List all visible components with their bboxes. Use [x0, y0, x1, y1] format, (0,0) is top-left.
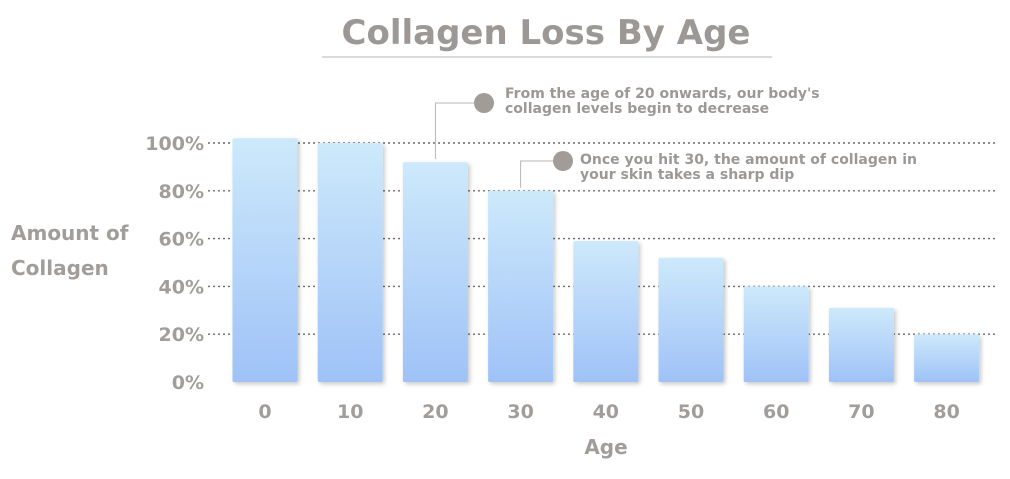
y-tick-label: 0% [172, 372, 204, 394]
annotations: From the age of 20 onwards, our body'sco… [434, 86, 917, 188]
annotation-leader-line [434, 102, 484, 160]
y-axis-label-line: Amount of [11, 221, 129, 245]
x-tick-label: 10 [337, 401, 363, 423]
x-tick-label: 80 [933, 401, 959, 423]
bar [488, 190, 554, 382]
bar [828, 307, 894, 382]
y-tick-label: 40% [159, 276, 204, 298]
y-tick-label: 20% [159, 324, 204, 346]
annotation-text-line: collagen levels begin to decrease [505, 101, 769, 117]
annotation-text-line: your skin takes a sharp dip [580, 167, 794, 183]
bar [317, 143, 383, 382]
x-tick-label: 30 [507, 401, 533, 423]
bar [232, 138, 298, 382]
annotation-marker [553, 151, 573, 171]
bar [914, 334, 980, 382]
x-tick-label: 0 [258, 401, 271, 423]
chart-title: Collagen Loss By Age [342, 13, 751, 53]
y-tick-label: 80% [159, 181, 204, 203]
x-tick-label: 20 [422, 401, 448, 423]
y-tick-label: 100% [145, 133, 204, 155]
x-tick-label: 40 [593, 401, 619, 423]
x-tick-label: 60 [763, 401, 789, 423]
bar [573, 240, 639, 382]
annotation-text-line: Once you hit 30, the amount of collagen … [580, 152, 917, 168]
annotation-text-line: From the age of 20 onwards, our body's [505, 86, 820, 102]
x-tick-labels: 0 10 20 30 40 50 60 70 80 [258, 401, 959, 423]
annotation-leader-line [520, 160, 563, 188]
bars [232, 138, 980, 382]
x-axis-label: Age [584, 435, 627, 459]
bar [402, 162, 468, 382]
y-axis-label: Amount of Collagen [11, 221, 129, 280]
x-tick-label: 50 [678, 401, 704, 423]
y-tick-label: 60% [159, 229, 204, 251]
x-tick-label: 70 [848, 401, 874, 423]
y-axis-label-line: Collagen [11, 256, 109, 280]
y-tick-labels: 0% 20% 40% 60% 80% 100% [145, 133, 204, 394]
annotation-marker [474, 93, 494, 113]
bar [743, 286, 809, 382]
bar [658, 257, 724, 382]
